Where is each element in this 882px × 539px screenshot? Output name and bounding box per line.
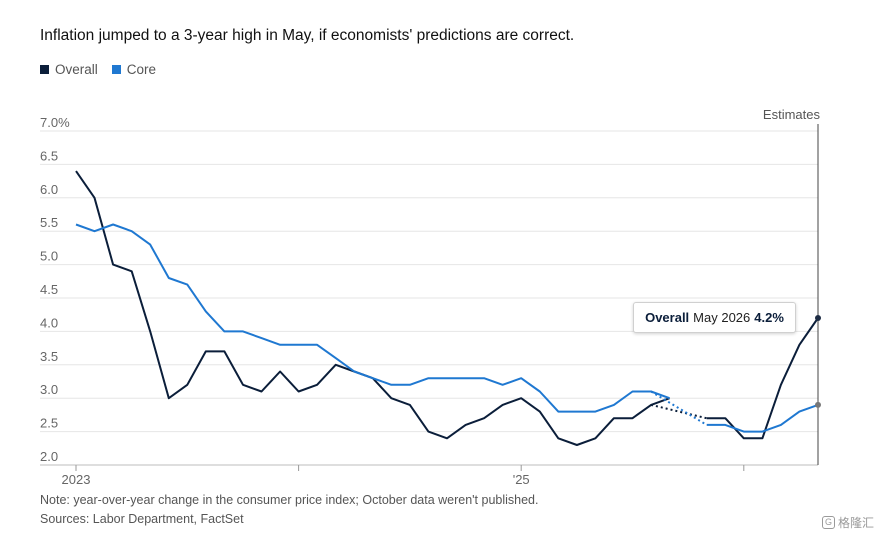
tooltip-date: May 2026	[693, 310, 751, 325]
y-tick-label: 7.0%	[40, 115, 70, 130]
tooltip-series: Overall	[645, 310, 690, 325]
series-line-overall	[706, 317, 819, 440]
legend-item-overall[interactable]: Overall	[40, 62, 98, 77]
end-point-overall	[815, 315, 821, 322]
series-line-overall	[75, 170, 670, 446]
watermark: G 格隆汇	[821, 514, 874, 531]
chart-title: Inflation jumped to a 3-year high in May…	[40, 27, 575, 44]
y-tick-label: 3.5	[40, 349, 58, 364]
y-tick-label: 6.0	[40, 182, 58, 197]
end-point-core	[815, 401, 821, 408]
legend-label-core: Core	[126, 62, 157, 77]
tooltip-value: 4.2%	[754, 310, 784, 325]
chart-note: Note: year-over-year change in the consu…	[40, 493, 539, 507]
y-tick-label: 5.0	[40, 249, 58, 264]
gap-bridge-overall	[650, 403, 707, 420]
watermark-text: 格隆汇	[837, 516, 874, 530]
y-tick-label: 2.5	[40, 416, 58, 431]
y-tick-label: 6.5	[40, 148, 58, 163]
x-tick-label: 2023	[62, 472, 91, 487]
legend-swatch-core	[111, 65, 121, 74]
legend-item-core[interactable]: Core	[111, 62, 157, 77]
series-line-core	[706, 403, 819, 433]
y-tick-label: 3.0	[40, 382, 58, 397]
legend: Overall Core	[40, 62, 156, 77]
legend-swatch-overall	[40, 65, 49, 74]
estimates-label: Estimates	[763, 107, 821, 122]
chart-sources: Sources: Labor Department, FactSet	[40, 512, 244, 526]
y-tick-label: 5.5	[40, 215, 58, 230]
x-tick-label: '25	[513, 472, 530, 487]
gap-bridge-core	[650, 390, 708, 426]
tooltip: Overall May 2026 4.2%	[633, 302, 796, 333]
series-line-core	[75, 223, 670, 413]
legend-label-overall: Overall	[55, 62, 98, 77]
watermark-logo-icon: G	[821, 516, 835, 529]
y-tick-label: 4.0	[40, 315, 58, 330]
y-tick-label: 2.0	[40, 449, 58, 464]
y-tick-label: 4.5	[40, 282, 58, 297]
